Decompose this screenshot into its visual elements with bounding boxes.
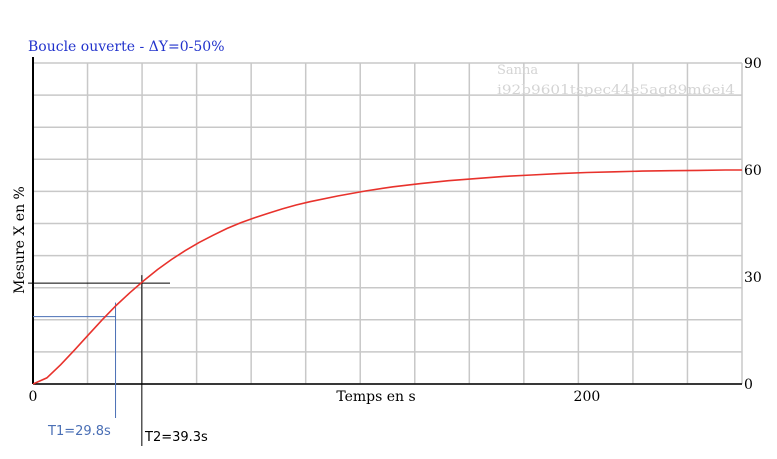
chart-grid <box>33 62 743 385</box>
x-tick-label: 200 <box>574 389 601 405</box>
x-tick-label: 0 <box>29 389 38 405</box>
chart-tick-labels: 0 200 0 30 60 90 <box>29 56 762 405</box>
y-tick-label: 0 <box>744 377 753 393</box>
y-tick-label: 90 <box>744 56 762 72</box>
t2-label: T2=39.3s <box>144 430 208 445</box>
series-line <box>32 169 742 385</box>
chart-labels: Boucle ouverte - ΔY=0-50% Temps en s Mes… <box>12 39 735 445</box>
y-axis-label: Mesure X en % <box>12 186 28 294</box>
chart-axes <box>32 57 742 385</box>
chart-series <box>32 169 742 385</box>
t1-label: T1=29.8s <box>47 424 111 439</box>
x-axis-label: Temps en s <box>336 389 415 405</box>
watermark-line-1: Sanna <box>497 63 538 78</box>
chart-title: Boucle ouverte - ΔY=0-50% <box>28 39 225 55</box>
y-tick-label: 60 <box>744 163 762 179</box>
y-tick-label: 30 <box>744 270 762 286</box>
chart-guides <box>28 275 170 446</box>
watermark-line-2: i92b9601tspec44e5ag89m6ei4 <box>497 83 735 98</box>
